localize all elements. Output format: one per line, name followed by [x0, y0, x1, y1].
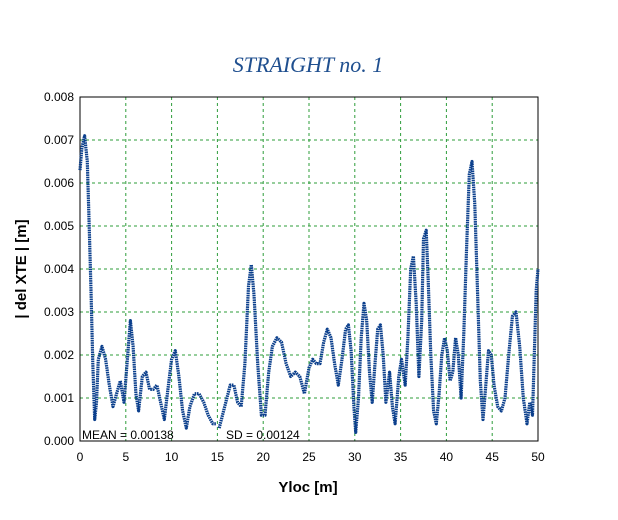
y-tick-label: 0.001: [44, 391, 74, 405]
mean-annotation: MEAN = 0.00138: [82, 428, 174, 442]
series-line: [217, 159, 540, 434]
y-tick-label: 0.007: [44, 133, 74, 147]
y-tick-label: 0.008: [44, 90, 74, 104]
x-tick-label: 50: [531, 450, 545, 464]
y-tick-label: 0.003: [44, 305, 74, 319]
series-line: [78, 134, 217, 430]
x-tick-label: 25: [302, 450, 316, 464]
x-tick-label: 5: [122, 450, 129, 464]
x-tick-labels: 0 5 10 15 20 25 30 35 40 45 50: [77, 450, 545, 464]
data-series: [78, 134, 540, 434]
y-tick-label: 0.005: [44, 219, 74, 233]
x-axis-label: Yloc [m]: [278, 479, 337, 496]
y-tick-label: 0.004: [44, 262, 74, 276]
y-tick-labels: 0.000 0.001 0.002 0.003 0.004 0.005 0.006 0.007…: [44, 90, 74, 448]
y-axis-label: | del XTE | [m]: [13, 219, 30, 318]
y-tick-label: 0.000: [44, 434, 74, 448]
grid-lines: [80, 97, 538, 441]
x-tick-label: 15: [211, 450, 225, 464]
x-tick-label: 45: [486, 450, 500, 464]
chart-title: STRAIGHT no. 1: [233, 52, 384, 77]
x-tick-label: 0: [77, 450, 84, 464]
sd-annotation: SD = 0.00124: [226, 428, 300, 442]
x-tick-label: 10: [165, 450, 179, 464]
y-tick-label: 0.006: [44, 176, 74, 190]
x-tick-label: 35: [394, 450, 408, 464]
x-tick-label: 30: [348, 450, 362, 464]
y-tick-label: 0.002: [44, 348, 74, 362]
x-tick-label: 40: [440, 450, 454, 464]
x-tick-label: 20: [257, 450, 271, 464]
